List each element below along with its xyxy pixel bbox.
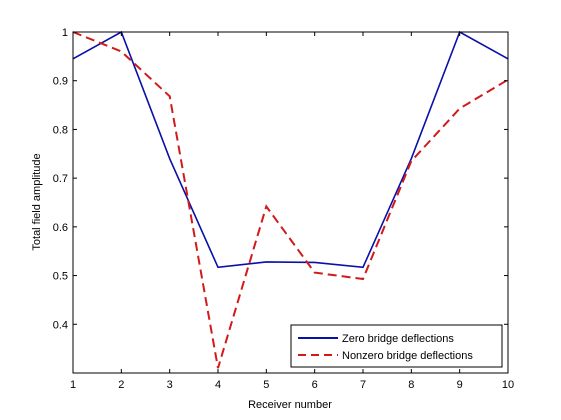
x-tick-label: 10 [502, 379, 514, 391]
x-tick-label: 7 [360, 379, 366, 391]
y-axis-label: Total field amplitude [31, 153, 43, 250]
x-tick-label: 8 [408, 379, 414, 391]
y-tick-label: 0.5 [53, 271, 68, 283]
x-tick-label: 4 [215, 379, 221, 391]
x-tick-label: 6 [312, 379, 318, 391]
x-axis-ticks: 1 2 3 4 5 6 7 8 9 10 [70, 32, 514, 391]
legend-box [290, 324, 503, 368]
series-line-nonzero-bridge [72, 31, 509, 369]
legend-label-nonzero-bridge: Nonzero bridge deflections [342, 350, 473, 362]
x-tick-label: 9 [457, 379, 463, 391]
y-tick-label: 0.4 [53, 319, 68, 331]
legend: Zero bridge deflections Nonzero bridge d… [290, 324, 503, 368]
plot-frame [72, 31, 509, 374]
y-tick-label: 0.8 [53, 124, 68, 136]
legend-label-zero-bridge: Zero bridge deflections [342, 333, 454, 345]
y-tick-label: 0.7 [53, 173, 68, 185]
x-tick-label: 3 [167, 379, 173, 391]
y-tick-label: 0.9 [53, 76, 68, 88]
x-tick-label: 2 [118, 379, 124, 391]
series-layer [72, 30, 509, 369]
x-axis-label: Receiver number [248, 399, 332, 411]
plot-area [73, 32, 508, 373]
y-tick-label: 1 [62, 27, 68, 39]
x-tick-label: 5 [263, 379, 269, 391]
x-tick-label: 1 [70, 379, 76, 391]
series-line-zero-bridge [72, 30, 509, 269]
y-axis-ticks: 0.4 0.5 0.6 0.7 0.8 0.9 1 [53, 27, 508, 331]
y-tick-label: 0.6 [53, 222, 68, 234]
